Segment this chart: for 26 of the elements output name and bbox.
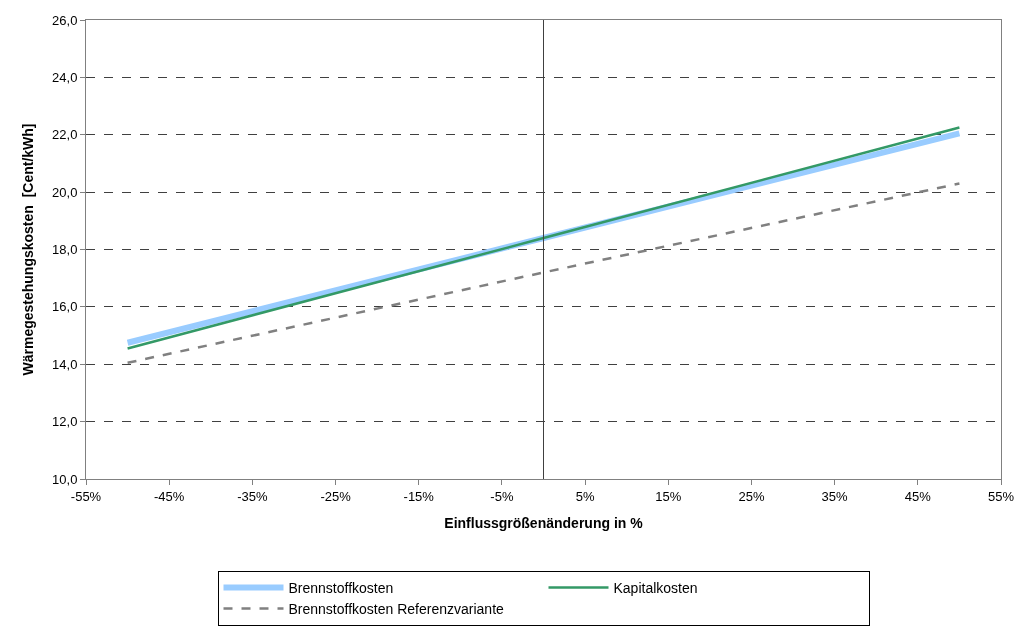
x-tick-label: 55% xyxy=(987,488,1015,504)
y-tick-label: 12,0 xyxy=(52,414,78,430)
x-tick-label: -45% xyxy=(154,488,185,504)
x-tick-label: 35% xyxy=(821,488,849,504)
x-tick-label: -25% xyxy=(320,488,352,504)
y-tick-label: 20,0 xyxy=(52,184,78,200)
legend-label: Brennstoffkosten xyxy=(288,579,394,596)
legend-label: Brennstoffkosten Referenzvariante xyxy=(288,601,505,618)
y-tick-label: 18,0 xyxy=(52,242,78,258)
y-tick-label: 22,0 xyxy=(52,127,78,143)
x-tick-label: -15% xyxy=(403,488,435,504)
y-axis-title: Wärmegestehungskosten [Cent/kWh] xyxy=(19,123,36,376)
legend-label: Kapitalkosten xyxy=(613,579,698,596)
x-tick-label: -5% xyxy=(490,488,514,504)
y-tick-label: 14,0 xyxy=(52,356,78,372)
x-tick-label: 5% xyxy=(575,488,595,504)
x-tick-label: -35% xyxy=(237,488,268,504)
y-tick-label: 16,0 xyxy=(52,299,78,315)
x-tick-label: -55% xyxy=(70,488,102,504)
y-tick-label: 26,0 xyxy=(52,12,78,28)
y-tick-label: 10,0 xyxy=(52,471,78,487)
x-tick-label: 15% xyxy=(655,488,682,504)
x-axis-title: Einflussgrößenänderung in % xyxy=(444,514,644,531)
y-tick-label: 24,0 xyxy=(52,69,78,85)
x-tick-label: 45% xyxy=(904,488,932,504)
x-tick-label: 25% xyxy=(738,488,765,504)
